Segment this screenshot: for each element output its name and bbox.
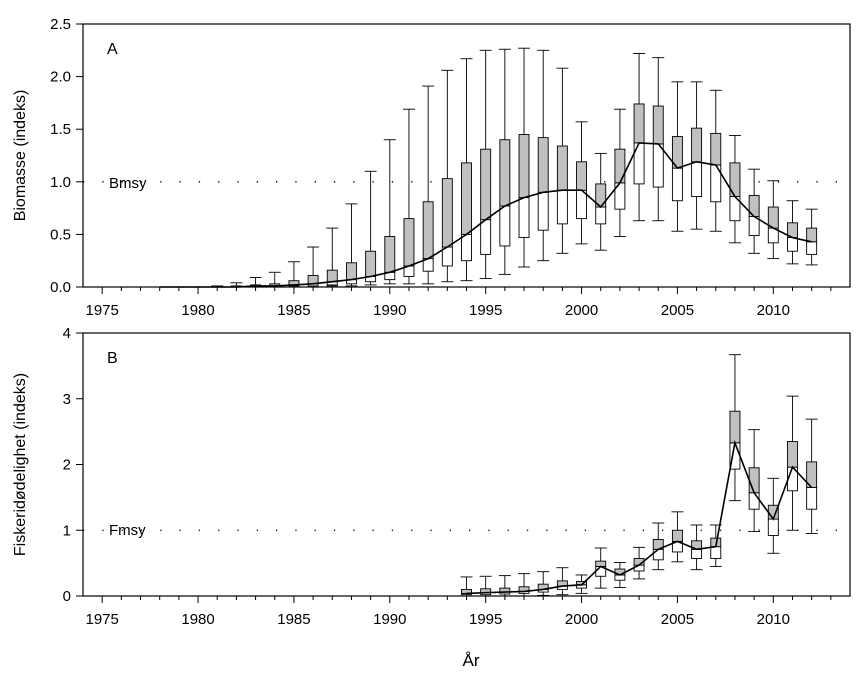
panel-a-ytick-label: 0.0	[50, 279, 71, 296]
panel-a-xtick-label: 1995	[469, 302, 502, 319]
panel-b-box-upper	[671, 529, 683, 542]
panel-a-box-lower	[499, 205, 511, 247]
panel-a-box-upper	[537, 137, 549, 193]
panel-a-box-upper	[403, 218, 415, 267]
panel-a-box-upper	[614, 148, 626, 184]
panel-a-ytick-label: 0.5	[50, 226, 71, 243]
panel-b-box-lower	[652, 548, 664, 561]
panel-a-plot-area: 0.0 0.5 1.0 1.5 2.0 2.5 1975 1980 1985 1990 1995 20…	[50, 16, 850, 319]
panel-a-box-lower	[480, 219, 492, 255]
panel-a-box-upper	[652, 105, 664, 145]
panel-a-ytick-label: 2.5	[50, 16, 71, 33]
panel-b-box-upper	[748, 467, 760, 494]
panel-a-xtick-label: 2010	[757, 302, 790, 319]
panel-a-box-upper	[499, 139, 511, 207]
panel-a-box-upper	[326, 269, 338, 283]
panel-a-box-upper	[346, 262, 357, 281]
panel-a-box-upper	[691, 127, 703, 163]
panel-b-ytick-label: 2	[63, 457, 71, 474]
panel-b-xtick-label: 2010	[757, 611, 790, 628]
panel-a-box-upper	[556, 145, 568, 191]
panel-a-box-upper	[767, 206, 779, 229]
panel-b-box-lower	[710, 546, 722, 559]
panel-a-xtick-label: 1985	[277, 302, 310, 319]
panel-a-ytick-label: 2.0	[50, 69, 71, 86]
panel-a-box-lower	[691, 161, 703, 197]
panel-a-box-upper	[480, 148, 492, 221]
panel-b-ylabel: Fiskeridødelighet (indeks)	[12, 373, 29, 556]
panel-b-xtick-label: 1995	[469, 611, 502, 628]
panel-a-box-upper	[806, 227, 818, 243]
panel-b-xtick-label: 1985	[277, 611, 310, 628]
panel-a-box-upper	[576, 161, 587, 191]
panel-b-xtick-label: 1980	[181, 611, 214, 628]
panel-b-xtick-label: 2005	[661, 611, 694, 628]
panel-a-box-lower	[671, 167, 683, 202]
panel-a-box-upper	[365, 250, 377, 277]
panel-b-ytick-label: 0	[63, 588, 71, 605]
panel-a-box-upper	[441, 178, 453, 248]
panel-a-box-upper	[461, 162, 472, 235]
panel-a-box-upper	[422, 201, 434, 260]
panel-a-box-upper	[518, 134, 530, 199]
panel-a-xtick-label: 1980	[181, 302, 214, 319]
panel-a-box-lower	[787, 237, 798, 252]
panel-a-ytick-label: 1.0	[50, 174, 71, 191]
panel-a-label: A	[107, 41, 118, 58]
x-axis-title: År	[463, 651, 480, 670]
panel-b-box-lower	[748, 492, 760, 510]
panel-b-ytick-label: 4	[63, 325, 71, 342]
panel-b-box-lower	[691, 548, 703, 559]
panel-a-xtick-label: 2000	[565, 302, 598, 319]
panel-a-box-upper	[710, 132, 722, 166]
panel-b-ytick-label: 1	[63, 522, 71, 539]
panel-b-box-upper	[787, 441, 798, 468]
panel-a-box-lower	[806, 241, 818, 255]
panel-a-box-lower	[518, 197, 530, 239]
panel-a-box-lower	[461, 233, 472, 262]
panel-a-box-upper	[633, 103, 645, 144]
panel-b-plot-area: 0 1 2 3 4 1975 1980 1985 1990 1995 2000 2005 2010	[63, 325, 850, 628]
panel-b-ytick-label: 3	[63, 391, 71, 408]
panel-a-box-upper	[307, 274, 319, 285]
panel-a-box-lower	[652, 143, 664, 188]
panel-a-xtick-label: 2005	[661, 302, 694, 319]
panel-a-xtick-label: 1975	[85, 302, 118, 319]
panel-b-xtick-label: 1990	[373, 611, 406, 628]
panel-a-box-upper	[384, 236, 396, 273]
panel-a-xtick-label: 1990	[373, 302, 406, 319]
panel-b-label: B	[107, 350, 118, 367]
panel-b-median-line	[466, 439, 813, 595]
panel-b-box-lower	[767, 518, 779, 536]
panel-a-ytick-label: 1.5	[50, 121, 71, 138]
panel-a-median-line	[159, 142, 812, 288]
panel-a-box-lower	[595, 206, 607, 225]
panel-a-ylabel: Biomasse (indeks)	[12, 90, 29, 222]
panel-a: 0.0 0.5 1.0 1.5 2.0 2.5 1975 1980 1985 1990 1995 20…	[12, 16, 851, 319]
panel-a-reference-label: Bmsy	[109, 175, 147, 192]
panel-a-box-lower	[556, 189, 568, 225]
panel-b-box-upper	[729, 410, 741, 444]
panel-a-box-lower	[576, 189, 587, 220]
panel-b-xtick-label: 1975	[85, 611, 118, 628]
panel-a-box-lower	[537, 191, 549, 231]
panel-b-xtick-label: 2000	[565, 611, 598, 628]
panel-b-box-upper	[806, 461, 818, 488]
panel-b-box-lower	[806, 487, 818, 510]
panel-b-reference-label: Fmsy	[109, 522, 146, 539]
